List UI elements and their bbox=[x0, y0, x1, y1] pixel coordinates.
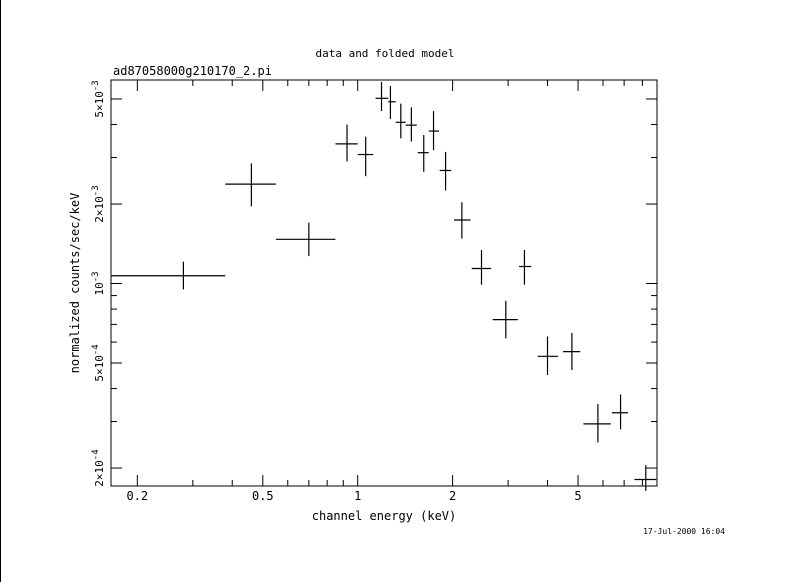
data-point bbox=[405, 107, 417, 142]
x-tick-label: 1 bbox=[354, 489, 361, 503]
data-point bbox=[537, 336, 559, 376]
data-point bbox=[583, 403, 611, 443]
y-axis-tick-labels: 2×10-4 5×10-4 10-3 2×10-3 5×10-3 bbox=[91, 80, 106, 486]
data-point bbox=[417, 135, 429, 172]
chart-subtitle: ad87058000g210170_2.pi bbox=[113, 64, 272, 78]
y-tick-label: 2×10-4 bbox=[91, 449, 106, 486]
data-point bbox=[375, 81, 389, 112]
y-tick-label: 5×10-4 bbox=[91, 344, 106, 381]
x-axis-tick-labels: 0.2 0.5 1 2 5 bbox=[126, 489, 581, 503]
data-points bbox=[111, 81, 657, 491]
data-point bbox=[471, 249, 492, 285]
data-point bbox=[439, 151, 452, 191]
y-tick-label-text: 2×10-4 bbox=[91, 449, 106, 486]
x-axis-label: channel energy (keV) bbox=[312, 509, 457, 523]
y-axis-ticks bbox=[111, 98, 657, 469]
data-point bbox=[492, 300, 518, 339]
y-tick-label-text: 5×10-3 bbox=[91, 80, 106, 117]
x-axis-ticks bbox=[136, 80, 643, 486]
y-tick-label: 10-3 bbox=[91, 271, 106, 295]
data-point bbox=[634, 465, 657, 491]
y-tick-label: 5×10-3 bbox=[91, 80, 106, 117]
data-point bbox=[388, 85, 396, 119]
data-point bbox=[357, 136, 374, 177]
data-point bbox=[611, 394, 628, 430]
data-point bbox=[111, 261, 226, 290]
x-tick-label: 2 bbox=[449, 489, 456, 503]
chart-title: data and folded model bbox=[315, 47, 454, 60]
data-point bbox=[225, 163, 276, 207]
data-point bbox=[563, 332, 581, 371]
y-tick-label-text: 10-3 bbox=[91, 271, 106, 295]
data-point bbox=[395, 103, 406, 139]
data-point bbox=[428, 111, 439, 151]
x-tick-label: 5 bbox=[574, 489, 581, 503]
y-axis-label: normalized counts/sec/keV bbox=[68, 193, 82, 374]
x-tick-label: 0.2 bbox=[126, 489, 148, 503]
data-point bbox=[519, 249, 532, 285]
y-tick-label: 2×10-3 bbox=[91, 185, 106, 222]
data-point bbox=[335, 124, 358, 162]
window-left-border bbox=[0, 0, 1, 582]
data-point bbox=[453, 202, 471, 239]
plot-timestamp: 17-Jul-2000 16:04 bbox=[643, 527, 725, 536]
y-tick-label-text: 2×10-3 bbox=[91, 185, 106, 222]
data-point bbox=[275, 222, 336, 257]
plot-frame bbox=[110, 79, 658, 487]
x-tick-label: 0.5 bbox=[252, 489, 274, 503]
y-tick-label-text: 5×10-4 bbox=[91, 344, 106, 381]
